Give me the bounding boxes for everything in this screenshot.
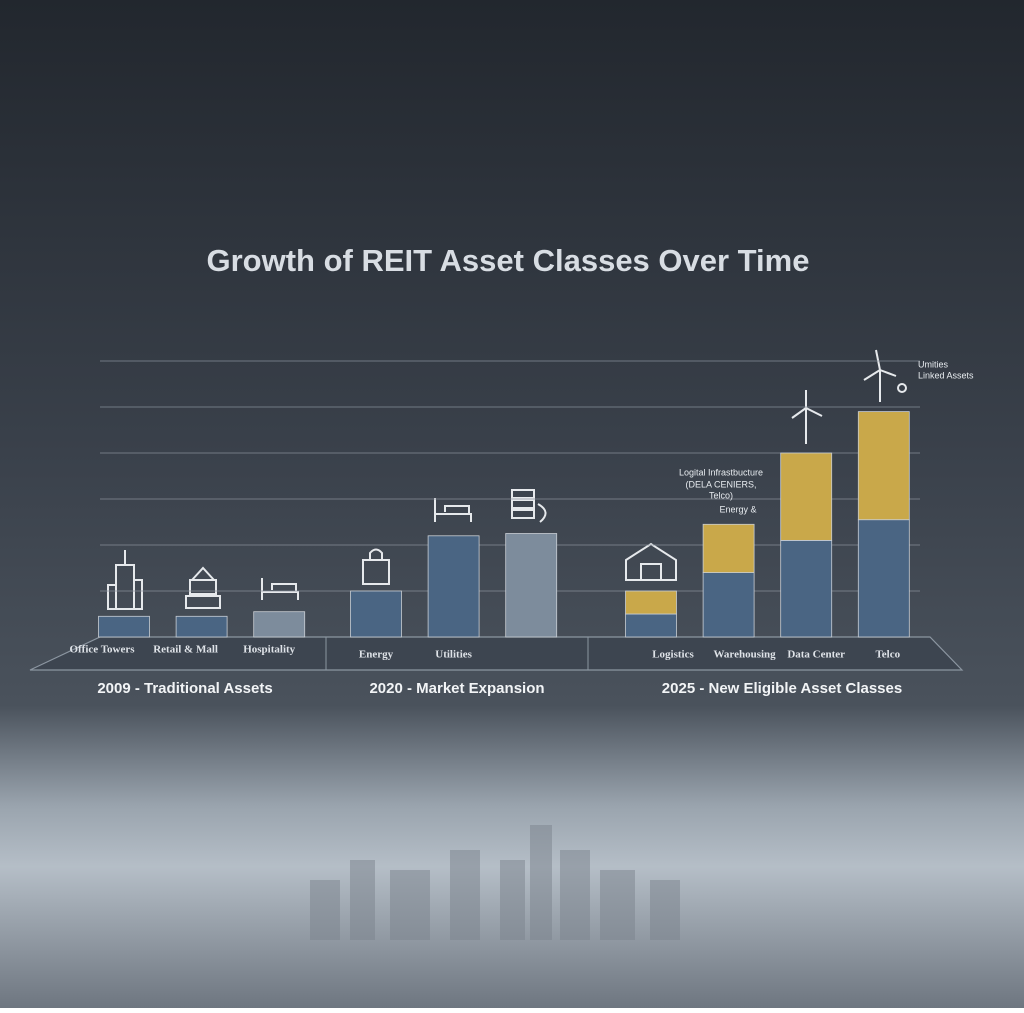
annotation: Energy & [719,504,756,514]
x-tick-label: Energy [359,649,394,661]
chart-title: Growth of REIT Asset Classes Over Time [207,243,810,278]
group-label: 2009 - Traditional Assets [97,680,272,697]
bar-segment [98,615,150,638]
annotation: Linked Assets [918,370,974,380]
bar-segment [505,533,558,638]
group-label: 2025 - New Eligible Asset Classes [662,680,902,697]
bar-segment [175,615,228,638]
bed-icon [261,578,299,600]
bar-segment [780,452,833,541]
annotation: (DELA CENIERS, [685,479,756,489]
x-tick-label: Office Towers [69,644,135,656]
skyline [310,825,680,940]
building-icon [107,550,143,610]
bar-segment [625,590,677,615]
turbine-icon [863,349,907,402]
bar-segment [857,411,910,521]
x-tick-label: Warehousing [714,649,777,661]
annotation: Umities [918,359,949,369]
bar-segment [427,535,480,638]
bar-segment [350,590,402,638]
annotation: Telco) [709,490,733,500]
x-tick-label: Retail & Mall [153,644,218,656]
mall-icon [185,566,221,609]
warehouse-icon [625,542,677,581]
turbine-icon [791,390,823,444]
bag-icon [362,548,390,585]
bar-segment [702,523,755,573]
x-tick-label: Utilities [435,649,472,661]
annotation: Logital Infrastbucture [679,467,763,477]
bar-segment [702,572,755,638]
x-tick-label: Telco [875,649,900,661]
bar-segment [625,613,677,638]
x-tick-label: Logistics [652,649,694,661]
bar-segment [857,519,910,638]
bar-segment [253,611,306,638]
bar-segment [780,540,833,638]
group-label: 2020 - Market Expansion [369,680,544,697]
x-tick-label: Hospitality [243,644,295,656]
server-icon [511,489,547,523]
x-tick-label: Data Center [787,649,845,661]
bed-icon [434,498,472,522]
